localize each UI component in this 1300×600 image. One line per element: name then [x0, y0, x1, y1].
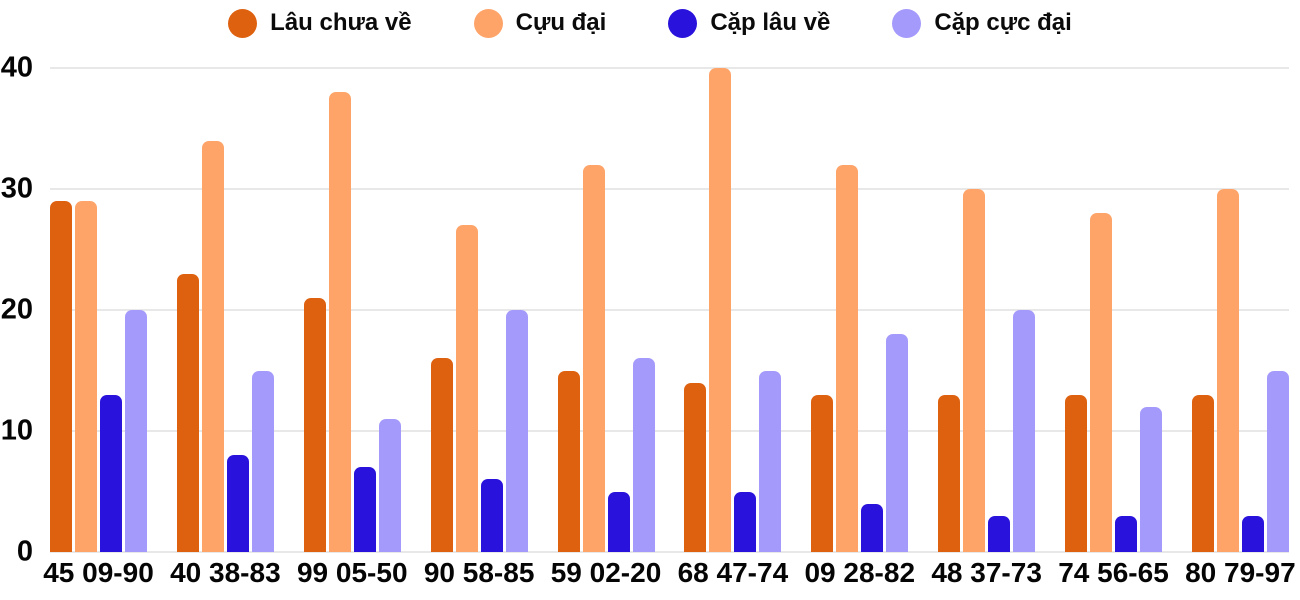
bar-series-2: [201, 140, 224, 552]
bar-series-3: [1115, 515, 1137, 552]
legend-label: Lâu chưa về: [270, 9, 412, 36]
bar-group: 59 02-20: [551, 68, 661, 587]
legend-item: Cặp cực đại: [892, 8, 1072, 38]
bar-series-2: [75, 201, 97, 552]
bar-group: 40 38-83: [170, 68, 281, 587]
gridline: [50, 430, 1289, 432]
bar-series-3: [480, 479, 503, 552]
bar-series-3: [353, 467, 376, 552]
legend-item: Cựu đại: [473, 8, 607, 38]
bar-series-3: [734, 491, 757, 552]
x-axis-category-label: 80 79-97: [1185, 557, 1296, 588]
bar-series-4: [505, 310, 528, 552]
bar-group: 48 37-73: [931, 68, 1042, 587]
bar-series-2: [1216, 189, 1239, 552]
bar-series-1: [1191, 394, 1214, 552]
bar-series-2: [582, 164, 605, 552]
legend-label: Cặp lâu về: [710, 9, 831, 36]
legend-item: Cặp lâu về: [668, 8, 831, 38]
y-axis-tick-label: 20: [0, 293, 33, 326]
bar-series-4: [1266, 370, 1289, 552]
y-axis-tick-label: 10: [0, 414, 33, 447]
legend: Lâu chưa về Cựu đại Cặp lâu về Cặp cực đại: [0, 4, 1300, 42]
bar-series-1: [176, 273, 199, 552]
bar-series-3: [988, 515, 1011, 552]
bar-group: 45 09-90: [43, 68, 154, 587]
gridline: [50, 551, 1289, 553]
legend-swatch-icon: [473, 8, 503, 38]
bar-series-4: [1013, 310, 1036, 552]
bar-series-3: [100, 394, 122, 552]
bar-series-1: [557, 370, 580, 552]
bar-group: 80 79-97: [1185, 68, 1296, 587]
y-axis: 0 10 20 30 40: [0, 53, 36, 566]
bar-series-1: [811, 394, 834, 552]
x-axis-category-label: 68 47-74: [677, 557, 789, 588]
bar-series-2: [709, 68, 732, 552]
legend-label: Cựu đại: [515, 9, 607, 36]
bar-group: 74 56-65: [1058, 68, 1169, 587]
bar-series-4: [1140, 406, 1162, 552]
legend-swatch-icon: [892, 8, 922, 38]
x-axis-category-label: 74 56-65: [1058, 557, 1169, 588]
bar-series-2: [836, 164, 859, 552]
bar-groups: 45 09-90 40 38-83 99 05-50 90 58-85 59 02-20…: [43, 68, 1296, 587]
bar-series-4: [759, 370, 782, 552]
bar-group: 90 58-85: [424, 68, 534, 587]
bar-series-2: [1090, 213, 1112, 552]
bar-group: 68 47-74: [678, 68, 788, 587]
bar-series-3: [1241, 515, 1264, 552]
bar-series-1: [430, 358, 453, 552]
bar-series-3: [226, 455, 249, 552]
x-axis-category-label: 59 02-20: [550, 557, 662, 588]
bar-series-2: [455, 225, 478, 552]
bar-series-4: [632, 358, 655, 552]
bar-series-1: [938, 394, 961, 552]
bar-group: 99 05-50: [297, 68, 408, 587]
y-axis-tick-label: 40: [0, 51, 33, 84]
bar-series-4: [886, 334, 909, 552]
bar-series-2: [328, 92, 351, 552]
legend-swatch-icon: [228, 8, 258, 38]
gridline: [50, 67, 1289, 69]
bar-series-3: [607, 491, 630, 552]
bar-series-4: [125, 310, 147, 552]
bar-series-1: [50, 201, 72, 552]
x-axis-category-label: 99 05-50: [296, 557, 408, 588]
bar-series-4: [378, 418, 401, 552]
bar-series-1: [684, 382, 707, 552]
bar-series-4: [251, 370, 274, 552]
x-axis-category-label: 40 38-83: [170, 557, 281, 588]
y-axis-tick-label: 0: [16, 535, 33, 568]
legend-label: Cặp cực đại: [934, 9, 1072, 36]
bar-series-2: [963, 189, 986, 552]
x-axis-category-label: 09 28-82: [804, 557, 916, 588]
x-axis-category-label: 48 37-73: [931, 557, 1042, 588]
y-axis-tick-label: 30: [0, 172, 33, 205]
x-axis-category-label: 90 58-85: [423, 557, 535, 588]
bar-group: 09 28-82: [804, 68, 915, 587]
bar-series-3: [861, 503, 884, 552]
legend-swatch-icon: [668, 8, 698, 38]
plot-area: 45 09-90 40 38-83 99 05-50 90 58-85 59 02-20…: [43, 67, 1296, 587]
x-axis-category-label: 45 09-90: [43, 557, 154, 588]
gridline: [50, 188, 1289, 190]
bar-series-1: [1065, 394, 1087, 552]
bar-series-1: [303, 297, 326, 552]
gridline: [50, 309, 1289, 311]
legend-item: Lâu chưa về: [228, 8, 412, 38]
